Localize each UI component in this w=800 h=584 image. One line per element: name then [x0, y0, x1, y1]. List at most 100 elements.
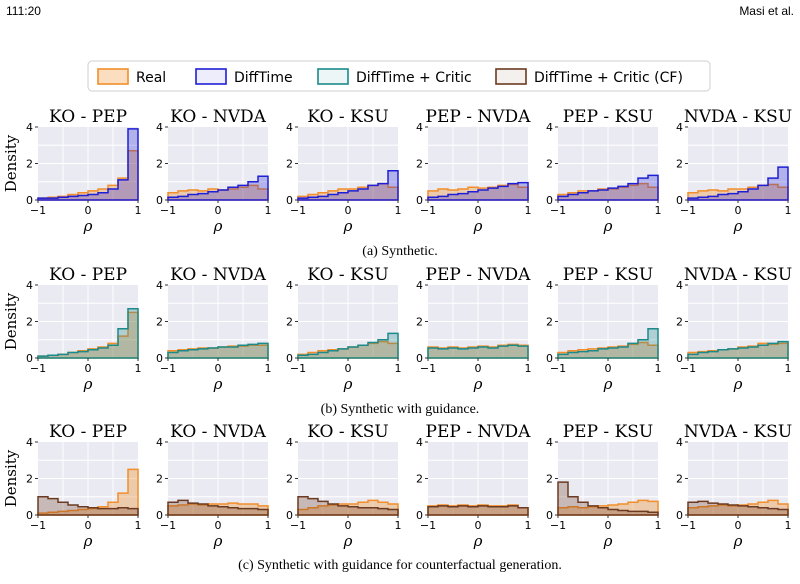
x-axis-label: ρ	[733, 217, 743, 235]
legend-frame	[87, 60, 711, 92]
x-tick-label: 0	[345, 519, 352, 532]
y-tick-label: 4	[26, 436, 33, 449]
x-tick-label: 0	[345, 204, 352, 217]
x-axis-label: ρ	[343, 375, 353, 393]
y-tick-label: 0	[286, 194, 293, 207]
caption-c: (c) Synthetic with guidance for counterf…	[238, 558, 562, 573]
x-tick-label: 1	[785, 362, 792, 375]
y-tick-label: 2	[26, 316, 33, 329]
histogram-series	[557, 341, 659, 359]
histogram-series	[557, 182, 659, 201]
x-tick-label: 0	[215, 519, 222, 532]
y-tick-label: 4	[26, 121, 33, 134]
x-tick-label: 1	[135, 204, 142, 217]
histogram-series	[297, 499, 399, 516]
y-tick-label: 0	[26, 509, 33, 522]
y-tick-label: 4	[546, 121, 553, 134]
x-axis-label: ρ	[343, 532, 353, 550]
histogram-series	[167, 499, 269, 516]
y-tick-label: 4	[26, 279, 33, 292]
y-tick-label: 4	[416, 121, 423, 134]
panel-title: KO - PEP	[49, 107, 127, 127]
x-tick-label: −1	[30, 519, 46, 532]
panel-title: PEP - NVDA	[426, 422, 532, 442]
x-tick-label: −1	[160, 519, 176, 532]
x-tick-label: −1	[30, 362, 46, 375]
y-tick-label: 2	[156, 316, 163, 329]
x-tick-label: 1	[135, 362, 142, 375]
x-axis-label: ρ	[213, 217, 223, 235]
x-axis-label: ρ	[213, 375, 223, 393]
x-tick-label: −1	[420, 362, 436, 375]
panel-title: PEP - KSU	[563, 422, 654, 442]
y-tick-label: 4	[676, 279, 683, 292]
y-tick-label: 4	[676, 436, 683, 449]
x-tick-label: 1	[135, 519, 142, 532]
x-tick-label: −1	[420, 204, 436, 217]
x-tick-label: −1	[290, 362, 306, 375]
histogram-series	[427, 344, 529, 359]
panel-title: KO - KSU	[307, 422, 388, 442]
histogram-series	[297, 332, 399, 359]
y-tick-label: 0	[546, 509, 553, 522]
x-axis-label: ρ	[473, 217, 483, 235]
x-tick-label: 1	[525, 362, 532, 375]
page-number: 111:20	[6, 4, 41, 18]
x-tick-label: 0	[85, 519, 92, 532]
y-tick-label: 4	[546, 436, 553, 449]
histogram-series	[557, 481, 659, 516]
x-tick-label: 1	[265, 204, 272, 217]
histogram-series	[37, 307, 139, 359]
panel-title: NVDA - KSU	[684, 107, 792, 127]
y-tick-label: 0	[676, 194, 683, 207]
x-tick-label: −1	[30, 204, 46, 217]
panel-title: NVDA - KSU	[684, 265, 792, 285]
y-tick-label: 2	[286, 316, 293, 329]
legend-swatch	[495, 68, 527, 85]
x-tick-label: 0	[345, 362, 352, 375]
x-tick-label: 0	[735, 362, 742, 375]
x-axis-label: ρ	[83, 217, 93, 235]
histogram-series	[167, 502, 269, 516]
y-tick-label: 0	[546, 194, 553, 207]
x-tick-label: −1	[160, 204, 176, 217]
x-tick-label: 1	[655, 519, 662, 532]
y-tick-label: 0	[26, 352, 33, 365]
panel-title: KO - NVDA	[170, 265, 267, 285]
y-tick-label: 2	[676, 158, 683, 171]
x-axis-label: ρ	[83, 375, 93, 393]
x-axis-label: ρ	[733, 532, 743, 550]
y-tick-label: 2	[156, 158, 163, 171]
x-tick-label: 0	[475, 204, 482, 217]
panel-title: KO - KSU	[307, 265, 388, 285]
x-axis-label: ρ	[343, 217, 353, 235]
histogram-series	[687, 166, 789, 201]
x-tick-label: 1	[655, 362, 662, 375]
y-tick-label: 2	[286, 473, 293, 486]
x-tick-label: −1	[550, 519, 566, 532]
y-axis-label: Density	[2, 134, 20, 192]
y-axis-label: Density	[2, 449, 20, 507]
y-tick-label: 0	[286, 352, 293, 365]
x-axis-label: ρ	[473, 532, 483, 550]
panel-title: KO - PEP	[49, 422, 127, 442]
x-tick-label: −1	[680, 362, 696, 375]
y-tick-label: 0	[676, 509, 683, 522]
x-tick-label: 1	[525, 519, 532, 532]
x-tick-label: −1	[550, 204, 566, 217]
x-tick-label: 1	[395, 204, 402, 217]
x-tick-label: 1	[525, 204, 532, 217]
x-tick-label: 0	[605, 204, 612, 217]
y-tick-label: 2	[416, 316, 423, 329]
histogram-series	[167, 342, 269, 359]
y-tick-label: 0	[416, 194, 423, 207]
